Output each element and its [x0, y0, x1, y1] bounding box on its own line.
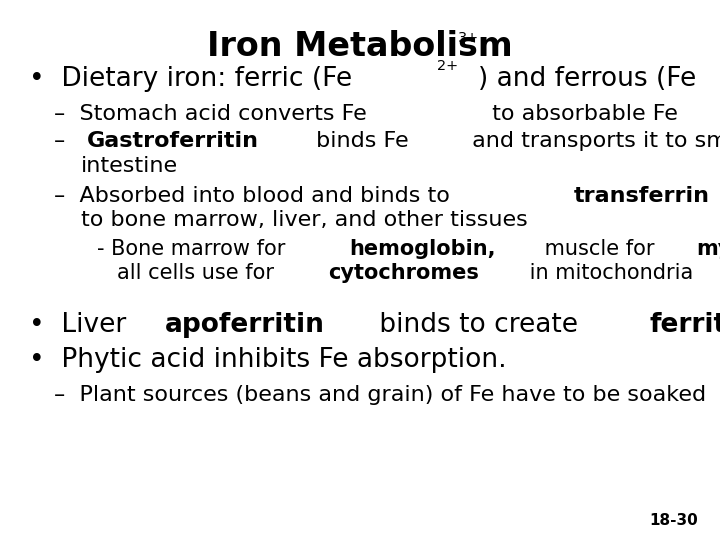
- Text: intestine: intestine: [81, 156, 178, 176]
- Text: ) and ferrous (Fe: ) and ferrous (Fe: [479, 66, 697, 92]
- Text: myoglobin,: myoglobin,: [697, 239, 720, 259]
- Text: apoferritin: apoferritin: [165, 312, 325, 338]
- Text: 2+: 2+: [437, 59, 459, 73]
- Text: ferritin: ferritin: [649, 312, 720, 338]
- Text: –  Stomach acid converts Fe: – Stomach acid converts Fe: [54, 104, 366, 124]
- Text: binds to create: binds to create: [372, 312, 587, 338]
- Text: –  Plant sources (beans and grain) of Fe have to be soaked: – Plant sources (beans and grain) of Fe …: [54, 384, 706, 404]
- Text: •  Dietary iron: ferric (Fe: • Dietary iron: ferric (Fe: [29, 66, 352, 92]
- Text: •  Liver: • Liver: [29, 312, 135, 338]
- Text: muscle for: muscle for: [538, 239, 661, 259]
- Text: •  Phytic acid inhibits Fe absorption.: • Phytic acid inhibits Fe absorption.: [29, 347, 506, 373]
- Text: to absorbable Fe: to absorbable Fe: [485, 104, 678, 124]
- Text: 3+: 3+: [457, 31, 479, 45]
- Text: transferrin: transferrin: [574, 186, 710, 206]
- Text: –  Absorbed into blood and binds to: – Absorbed into blood and binds to: [54, 186, 457, 206]
- Text: all cells use for: all cells use for: [117, 263, 281, 283]
- Text: –: –: [54, 131, 79, 151]
- Text: Gastroferritin: Gastroferritin: [87, 131, 259, 151]
- Text: in mitochondria: in mitochondria: [523, 263, 693, 283]
- Text: cytochromes: cytochromes: [328, 263, 480, 283]
- Text: 18-30: 18-30: [649, 513, 698, 528]
- Text: binds Fe: binds Fe: [309, 131, 408, 151]
- Text: Iron Metabolism: Iron Metabolism: [207, 30, 513, 63]
- Text: hemoglobin,: hemoglobin,: [348, 239, 495, 259]
- Text: to bone marrow, liver, and other tissues: to bone marrow, liver, and other tissues: [81, 210, 527, 230]
- Text: - Bone marrow for: - Bone marrow for: [97, 239, 292, 259]
- Text: and transports it to small: and transports it to small: [464, 131, 720, 151]
